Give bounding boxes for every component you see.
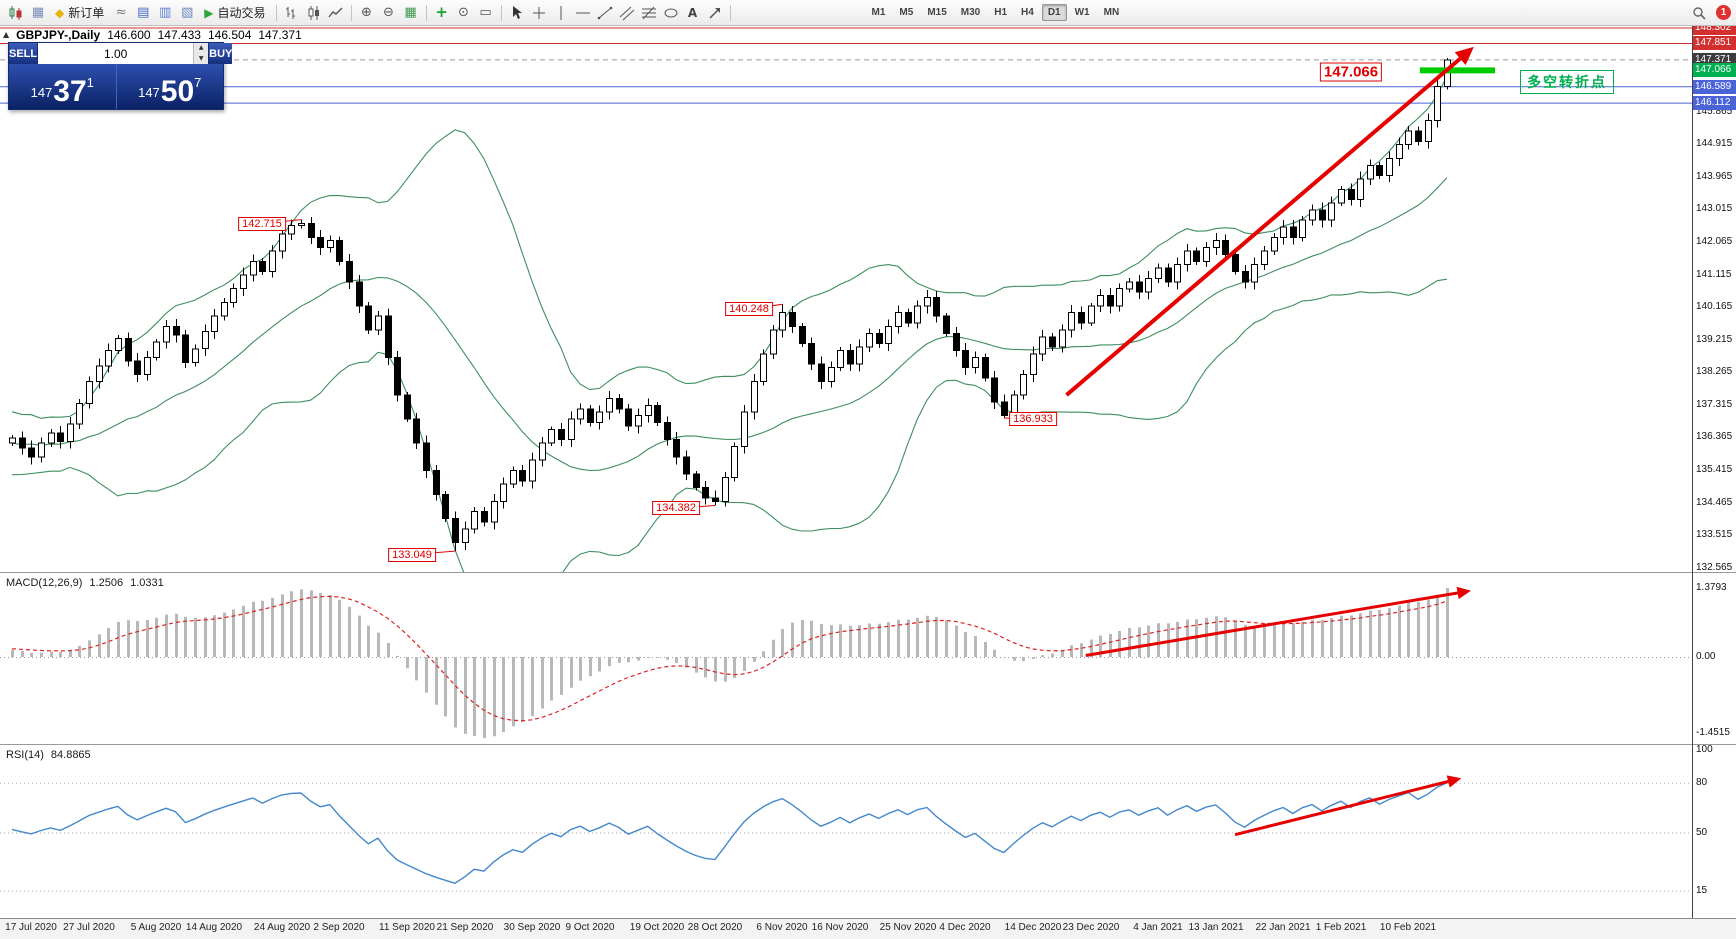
symbol-period: GBPJPY-,Daily: [16, 28, 101, 42]
new-order-button[interactable]: ◆ 新订单: [49, 3, 110, 23]
volume-down-icon[interactable]: ▼: [194, 53, 209, 64]
rsi-pane: [0, 775, 1692, 892]
line-type-icon[interactable]: [325, 3, 347, 23]
toolbar-separator: [500, 4, 502, 21]
profiles-icon[interactable]: ▦: [31, 5, 45, 20]
sell-price[interactable]: 147 37 1: [30, 75, 94, 108]
rsi-label: RSI(14) 84.8865: [6, 749, 91, 761]
text-tool-icon[interactable]: A: [687, 5, 698, 20]
timeframe-m15[interactable]: M15: [927, 7, 947, 18]
quote-close: 147.371: [258, 28, 302, 42]
quote-bar: ▲ GBPJPY-,Daily 146.600 147.433 146.504 …: [3, 28, 302, 42]
new-chart-icon[interactable]: [5, 3, 27, 23]
volume-up-icon[interactable]: ▲: [194, 43, 209, 54]
trend-arrow-rsi-head: [1446, 775, 1462, 788]
timeframe-h4[interactable]: H4: [1021, 7, 1034, 18]
rsi-line: [11, 782, 1448, 884]
toolbar-separator: [350, 4, 352, 21]
quote-high: 147.433: [157, 28, 201, 42]
templates-icon[interactable]: ▭: [479, 5, 492, 20]
macd-signal-line: [11, 595, 1448, 722]
macd-label: MACD(12,26,9) 1.2506 1.0331: [6, 577, 164, 589]
timeframe-mn[interactable]: MN: [1103, 7, 1120, 18]
price-divider: [115, 64, 117, 109]
datawindow-icon[interactable]: ▥: [159, 5, 172, 20]
main-toolbar: ▦ ◆ 新订单 ≈ ▤ ▥ ▧ ▶ 自动交易 ⊕ ⊖ ▦ + ⊙ ▭ A M1 M…: [0, 0, 1736, 26]
timeframe-d1[interactable]: D1: [1041, 4, 1067, 21]
price-annotation-134.382[interactable]: 134.382: [652, 501, 700, 515]
diamond-icon: ◆: [55, 5, 65, 20]
hline-icon[interactable]: [572, 3, 594, 23]
price-annotation-147.066[interactable]: 147.066: [1319, 62, 1383, 82]
timeframe-h1[interactable]: H1: [994, 7, 1008, 18]
note-annotation[interactable]: 多空转折点: [1520, 70, 1614, 94]
chart-wizard-icon[interactable]: ≈: [115, 5, 127, 20]
bars-type-icon[interactable]: [281, 3, 303, 23]
main-pane: [0, 27, 1692, 572]
trend-arrow-main[interactable]: [1065, 57, 1462, 397]
candles-type-icon[interactable]: [303, 3, 325, 23]
quote-low: 146.504: [207, 28, 252, 42]
shapes-icon[interactable]: [660, 3, 682, 23]
price-annotation-133.049[interactable]: 133.049: [388, 548, 436, 562]
autotrading-button[interactable]: ▶ 自动交易: [198, 3, 271, 23]
trend-arrow-macd[interactable]: [1085, 591, 1458, 657]
zoom-in-icon[interactable]: ⊕: [361, 5, 372, 20]
bollinger-middle-band: [11, 177, 1448, 472]
collapse-icon[interactable]: ▲: [3, 30, 10, 39]
play-icon: ▶: [204, 5, 214, 20]
trend-arrow-macd-head: [1456, 586, 1471, 600]
volume-field: ▲ ▼: [37, 43, 210, 64]
toolbar-separator: [729, 4, 731, 21]
tile-windows-icon[interactable]: ▦: [404, 5, 417, 20]
zoom-out-icon[interactable]: ⊖: [383, 5, 394, 20]
macd-histogram: [11, 588, 1449, 738]
fibonacci-icon[interactable]: [638, 3, 660, 23]
arrow-tool-icon[interactable]: [704, 3, 726, 23]
indicators-icon[interactable]: +: [435, 3, 448, 21]
new-order-label: 新订单: [68, 6, 105, 20]
cursor-icon[interactable]: [506, 3, 528, 23]
crosshair-icon[interactable]: [528, 3, 550, 23]
quote-open: 146.600: [107, 28, 151, 42]
time-axis-strip[interactable]: [0, 918, 1736, 939]
notification-badge[interactable]: 1: [1716, 5, 1731, 20]
vline-icon[interactable]: [550, 3, 572, 23]
sell-button[interactable]: SELL: [9, 43, 38, 64]
volume-input[interactable]: [38, 43, 194, 64]
timeframe-w1[interactable]: W1: [1074, 7, 1090, 18]
marketwatch-icon[interactable]: ▤: [137, 5, 150, 20]
navigator-icon[interactable]: ▧: [181, 5, 194, 20]
autotrading-label: 自动交易: [217, 6, 266, 20]
timeframe-m5[interactable]: M5: [899, 7, 914, 18]
search-icon[interactable]: [1688, 3, 1710, 23]
price-annotation-142.715[interactable]: 142.715: [238, 217, 286, 231]
periods-icon[interactable]: ⊙: [458, 5, 469, 20]
toolbar-separator: [275, 4, 277, 21]
buy-button[interactable]: BUY: [209, 43, 233, 64]
timeframe-group: M1 M5 M15 M30 H1 H4 D1 W1 MN: [865, 4, 1127, 21]
price-annotation-136.933[interactable]: 136.933: [1009, 412, 1057, 426]
buy-price[interactable]: 147 50 7: [138, 75, 202, 108]
candles-layer: [9, 57, 1451, 552]
price-annotation-140.248[interactable]: 140.248: [725, 302, 773, 316]
macd-pane: [0, 586, 1692, 738]
toolbar-separator: [425, 4, 427, 21]
timeframe-m1[interactable]: M1: [871, 7, 886, 18]
trend-arrow-rsi[interactable]: [1234, 780, 1449, 837]
trendline-icon[interactable]: [594, 3, 616, 23]
channel-icon[interactable]: [616, 3, 638, 23]
trend-arrow-main-head: [1454, 46, 1474, 66]
bollinger-upper-band: [11, 76, 1448, 419]
timeframe-m30[interactable]: M30: [960, 7, 981, 18]
bollinger-lower-band: [11, 278, 1447, 572]
